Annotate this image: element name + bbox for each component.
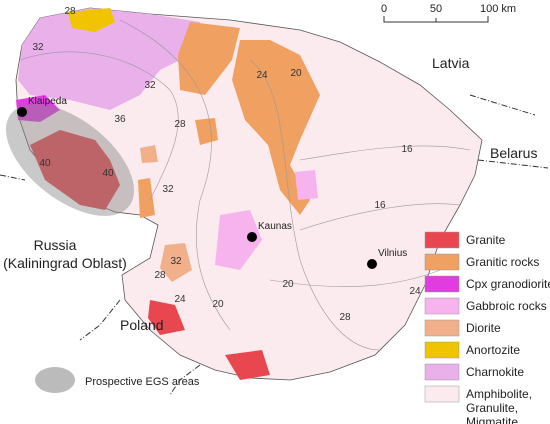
gabbro-area — [295, 170, 318, 200]
contour — [249, 59, 381, 351]
dynamic: 28 32 32 36 40 40 28 24 20 16 16 32 32 28 24 20 20 24 28 Kl… — [17, 6, 550, 424]
diorite-area — [160, 243, 192, 282]
legend-label: Gabbroic rocks — [466, 299, 547, 313]
legend-swatch — [424, 363, 460, 381]
contour-label: 28 — [64, 6, 76, 17]
city-marker — [367, 259, 377, 269]
contour-label: 40 — [102, 168, 114, 179]
contour-label: 28 — [339, 312, 351, 323]
gabbro-area — [215, 210, 262, 270]
scale-label: 50 — [430, 3, 442, 15]
contour — [19, 51, 179, 201]
granite-area — [30, 130, 120, 210]
legend-swatch — [424, 253, 460, 271]
legend-label: Anortozite — [466, 343, 520, 357]
legend-label: Granulite, — [466, 401, 518, 415]
contour-label: 32 — [162, 184, 174, 195]
contour-label: 28 — [174, 119, 186, 130]
legend-label: Migmatite — [466, 415, 518, 424]
cpx-area — [16, 95, 60, 122]
granitic-area — [178, 22, 240, 95]
granite-area — [148, 300, 185, 335]
diorite-area — [140, 145, 158, 163]
contour — [119, 19, 231, 331]
city-label: Klaipeda — [28, 96, 67, 107]
country-label: Belarus — [490, 145, 537, 161]
city-label: Vilnius — [378, 248, 407, 259]
contour-label: 16 — [374, 200, 386, 211]
legend-label: Diorite — [466, 321, 501, 335]
legend-swatch — [424, 231, 460, 249]
country-label: (Kaliningrad Oblast) — [3, 255, 127, 271]
egs-area — [5, 104, 135, 216]
contour-label: 16 — [401, 144, 413, 155]
country-label: Latvia — [432, 55, 470, 71]
granitic-area — [138, 178, 155, 218]
granitic-area — [232, 40, 320, 215]
legend-swatch — [424, 275, 460, 293]
border — [0, 174, 201, 396]
charnokite-area — [18, 8, 200, 110]
city-marker — [247, 232, 257, 242]
scale-label: 0 — [381, 3, 387, 15]
city-marker — [17, 107, 27, 117]
anortozite-area — [68, 8, 115, 32]
legend-swatch — [424, 385, 460, 403]
contour-label: 40 — [39, 158, 51, 169]
contour-label: 24 — [409, 286, 421, 297]
contour-label: 20 — [282, 279, 294, 290]
contour-label: 20 — [290, 68, 302, 79]
contour-label: 32 — [32, 42, 44, 53]
legend-label: Amphibolite, — [466, 387, 532, 401]
legend-swatch — [424, 297, 460, 315]
contour — [299, 145, 471, 161]
egs-legend-swatch — [35, 367, 75, 393]
border — [469, 94, 536, 116]
contour — [299, 203, 461, 231]
granitic-area — [195, 118, 218, 145]
egs-legend-label: Prospective EGS areas — [85, 376, 200, 388]
legend-label: Cpx granodiorite — [466, 277, 550, 291]
country-label: Russia — [34, 237, 77, 253]
legend-label: Charnokite — [466, 365, 524, 379]
border — [477, 159, 549, 169]
scale-bar — [383, 16, 489, 23]
legend-label: Granite — [466, 233, 506, 247]
contour-label: 32 — [144, 80, 156, 91]
country-label: Poland — [120, 317, 164, 333]
legend-swatch — [424, 341, 460, 359]
legend-label: Granitic rocks — [466, 255, 539, 269]
contour — [269, 269, 441, 287]
scale-label: 100 km — [480, 3, 516, 15]
contour-label: 36 — [114, 114, 126, 125]
city-label: Kaunas — [258, 221, 292, 232]
legend-swatch — [424, 319, 460, 337]
contour-label: 32 — [170, 256, 182, 267]
granite-area — [225, 350, 270, 380]
contour-label: 24 — [174, 294, 186, 305]
contour-label: 28 — [154, 270, 166, 281]
contour-label: 20 — [212, 299, 224, 310]
contour-label: 24 — [256, 70, 268, 81]
